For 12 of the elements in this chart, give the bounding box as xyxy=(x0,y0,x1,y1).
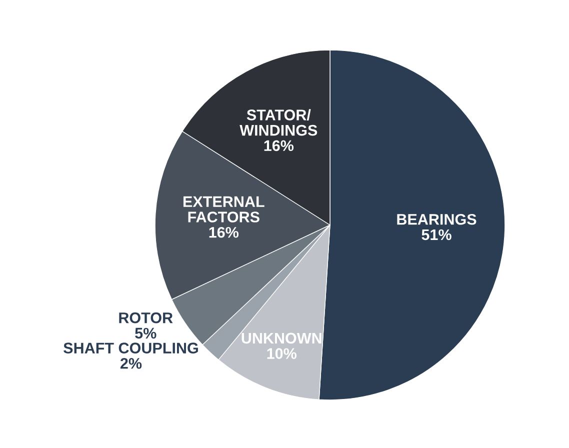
data-label: 16% xyxy=(264,140,294,152)
slice-label: EXTERNAL FACTORS xyxy=(184,196,264,222)
slice-label: STATOR/ WINDINGS xyxy=(240,109,318,136)
data-label: 51% xyxy=(422,229,452,240)
data-label: 5% xyxy=(135,328,156,339)
slice-label: UNKNOWN xyxy=(242,332,322,344)
slice-label: ROTOR xyxy=(119,312,173,324)
slice-label: SHAFT COUPLING xyxy=(64,342,198,354)
data-label: 16% xyxy=(209,226,239,238)
data-label: 2% xyxy=(120,358,142,369)
slice-label: BEARINGS xyxy=(397,214,476,225)
data-label: 10% xyxy=(267,348,297,359)
